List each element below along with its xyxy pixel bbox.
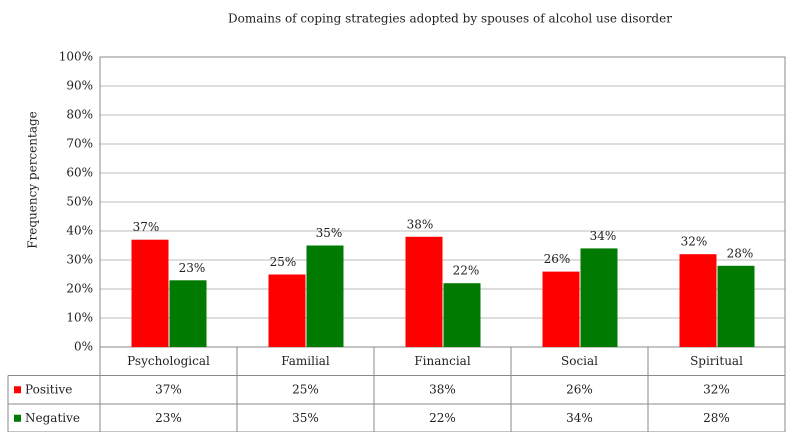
data-label: 26% [544, 252, 571, 266]
table-cell: 28% [703, 411, 730, 425]
bar [169, 280, 207, 347]
table-cell: 22% [429, 411, 456, 425]
x-tick-label: Psychological [127, 354, 210, 368]
table-cell: 32% [703, 382, 730, 396]
bar [679, 254, 717, 347]
y-axis-label: Frequency percentage [26, 111, 40, 249]
table-cell: 26% [566, 382, 593, 396]
data-label: 32% [681, 235, 708, 249]
y-tick-label: 100% [59, 50, 93, 64]
y-tick-label: 0% [74, 340, 93, 354]
legend-key [14, 386, 21, 394]
data-label: 25% [270, 255, 297, 269]
table-cell: 38% [429, 382, 456, 396]
bar [405, 236, 443, 347]
bar [131, 239, 169, 347]
y-tick-label: 80% [66, 108, 93, 122]
table-cell: 23% [155, 411, 182, 425]
chart-title: Domains of coping strategies adopted by … [228, 12, 672, 26]
table-cell: 37% [155, 382, 182, 396]
y-tick-label: 20% [66, 282, 93, 296]
data-label: 28% [727, 246, 754, 260]
table-cell: 25% [292, 382, 319, 396]
y-tick-label: 30% [66, 253, 93, 267]
x-tick-label: Financial [414, 354, 470, 368]
bar [580, 248, 618, 347]
legend-label: Positive [25, 382, 72, 396]
data-label: 23% [179, 261, 206, 275]
x-tick-label: Spiritual [690, 354, 743, 368]
y-tick-label: 70% [66, 137, 93, 151]
data-label: 22% [453, 264, 480, 278]
bar [542, 271, 580, 347]
y-tick-label: 40% [66, 224, 93, 238]
y-tick-label: 90% [66, 79, 93, 93]
bar [306, 245, 344, 347]
table-cell: 34% [566, 411, 593, 425]
y-tick-label: 10% [66, 311, 93, 325]
bar [268, 274, 306, 347]
data-label: 38% [407, 217, 434, 231]
bar [717, 265, 755, 347]
bar [443, 283, 481, 347]
data-label: 37% [133, 220, 160, 234]
legend-label: Negative [25, 411, 80, 425]
y-tick-label: 50% [66, 195, 93, 209]
x-tick-label: Social [561, 354, 598, 368]
data-label: 34% [590, 229, 617, 243]
legend-key [14, 414, 21, 422]
data-label: 35% [316, 226, 343, 240]
x-tick-label: Familial [281, 354, 330, 368]
table-cell: 35% [292, 411, 319, 425]
y-tick-label: 60% [66, 166, 93, 180]
